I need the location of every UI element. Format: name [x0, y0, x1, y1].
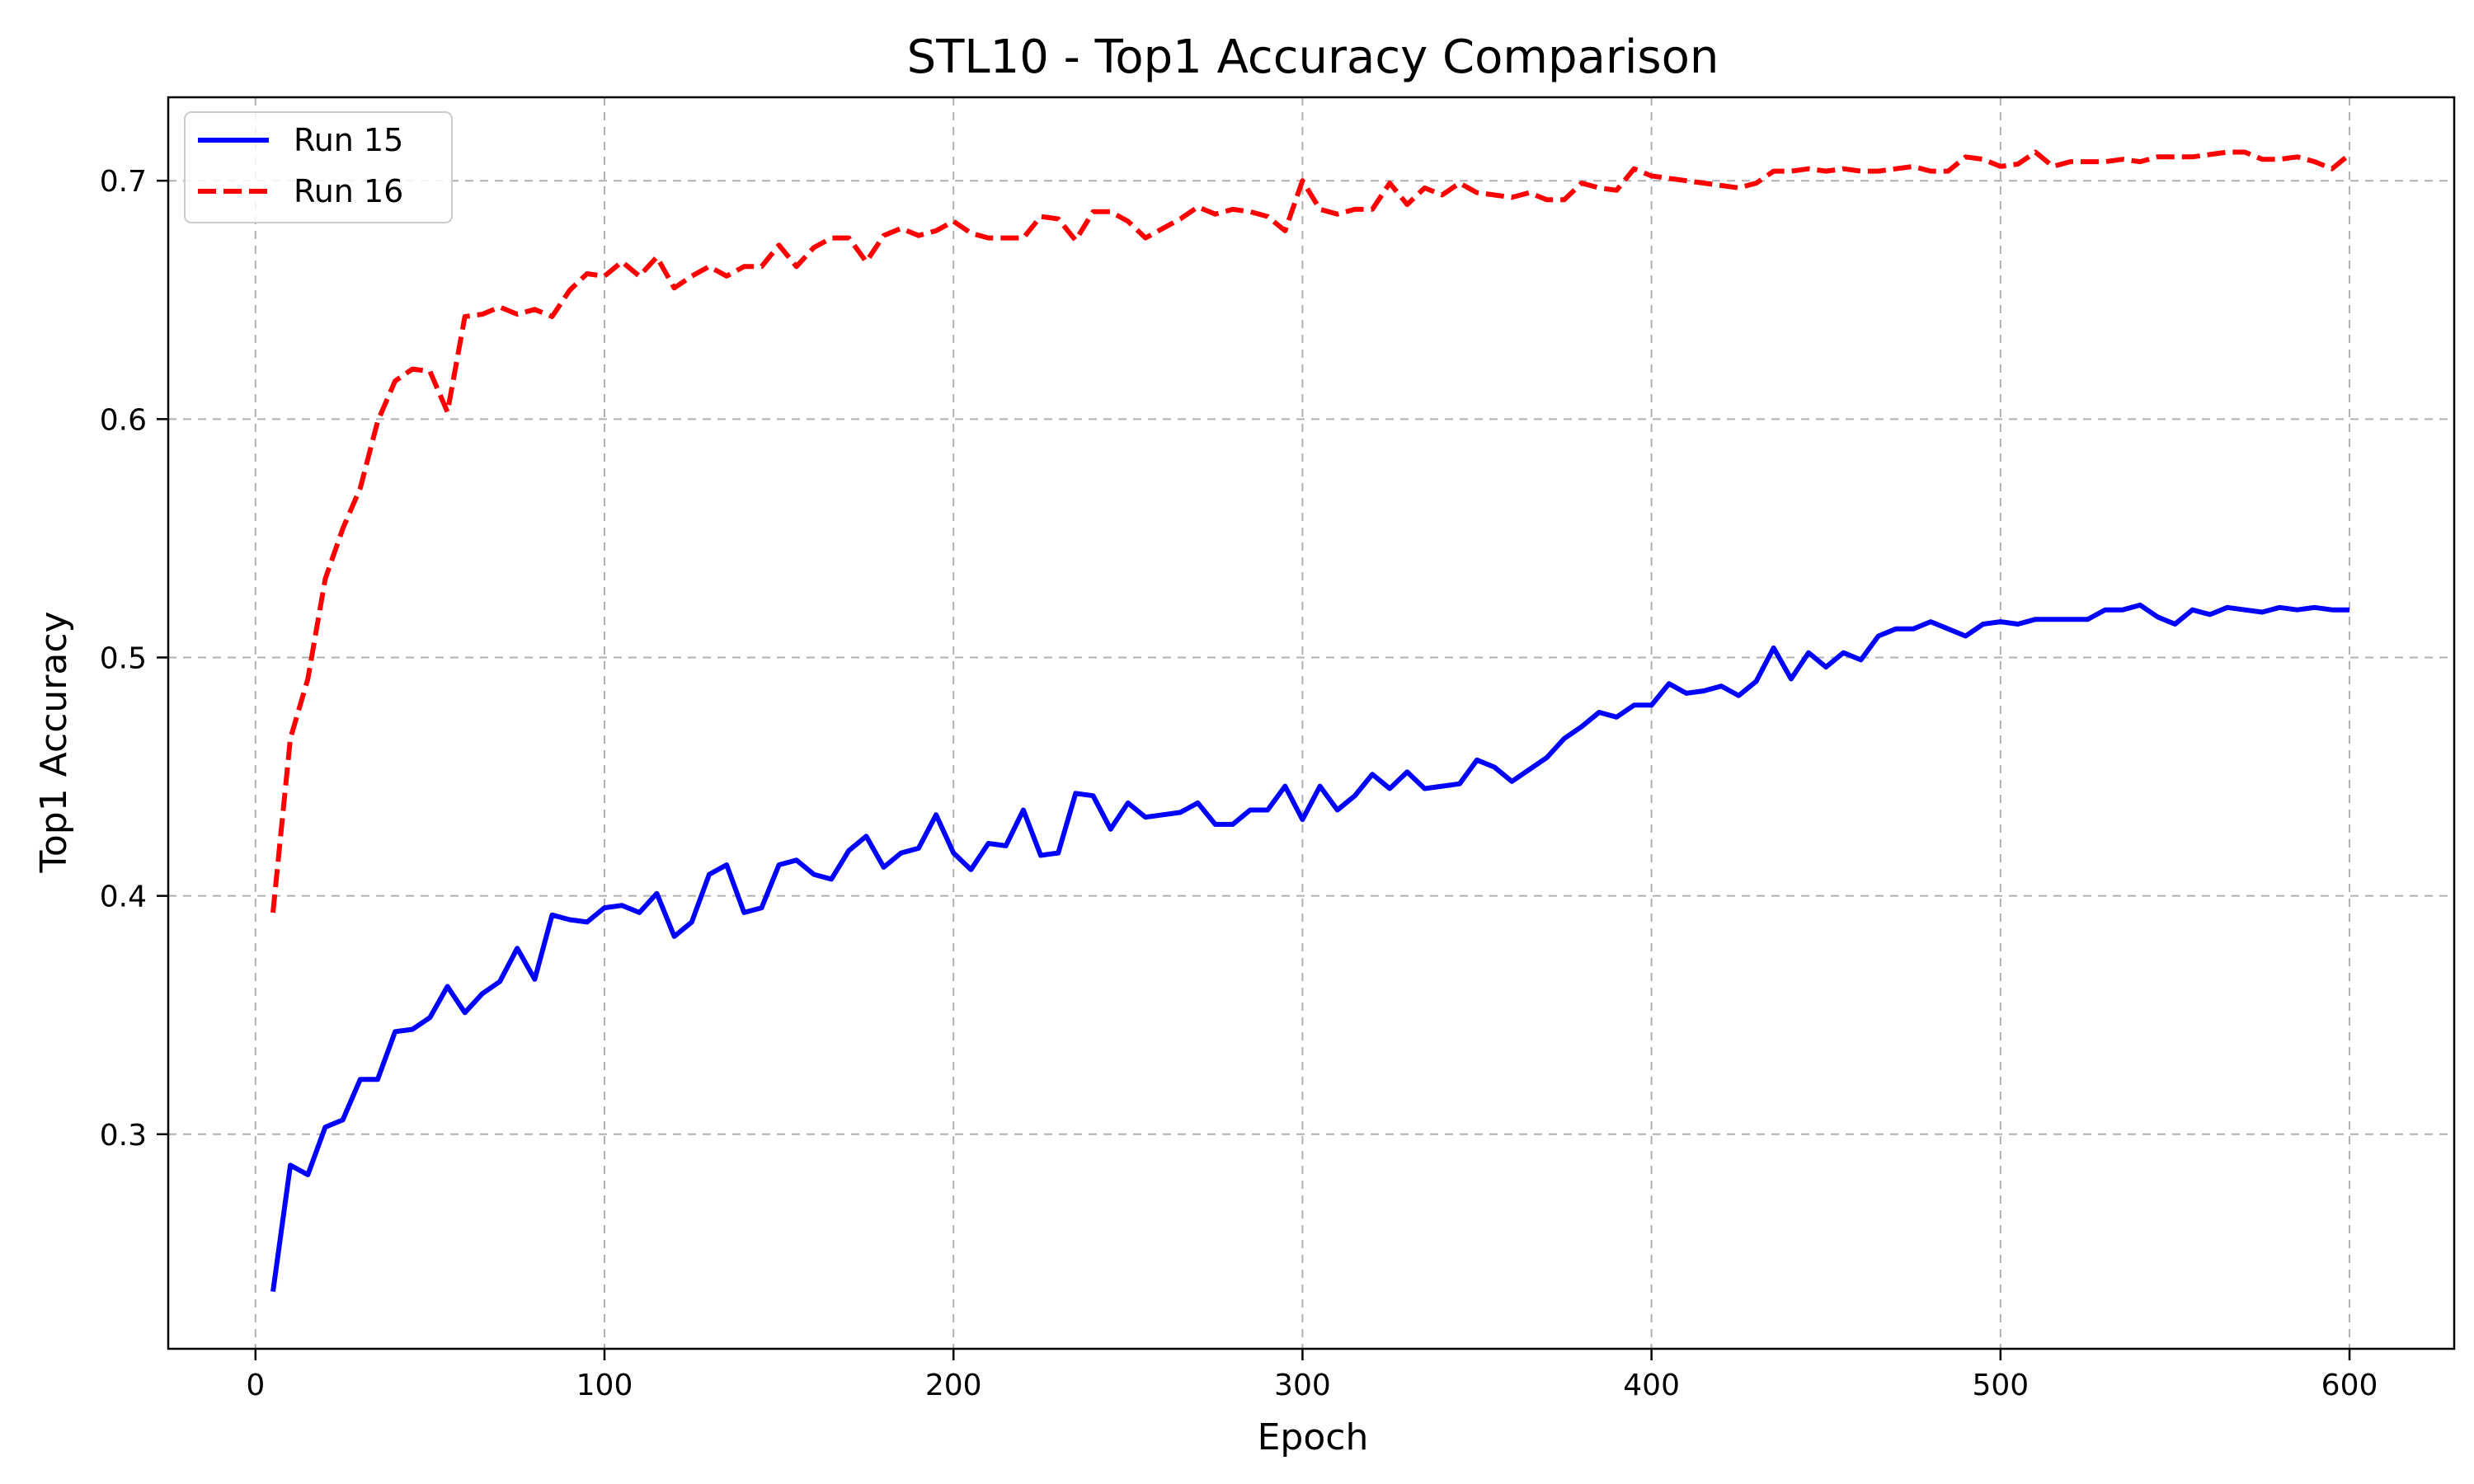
x-tick-label: 0	[246, 1369, 265, 1402]
legend-label: Run 16	[294, 173, 403, 209]
grid	[168, 97, 2454, 1349]
y-tick-label: 0.3	[100, 1119, 147, 1153]
y-tick-label: 0.6	[100, 403, 147, 437]
series-line-2	[270, 149, 2351, 913]
x-tick-label: 400	[1623, 1369, 1680, 1402]
x-tick-label: 300	[1274, 1369, 1331, 1402]
plot-frame	[167, 96, 2456, 1350]
series-lines	[270, 149, 2351, 1293]
x-tick-label: 100	[576, 1369, 633, 1402]
x-tick-label: 200	[925, 1369, 982, 1402]
y-tick-label: 0.5	[100, 641, 147, 675]
y-tick-label: 0.4	[100, 881, 147, 914]
y-tick-label: 0.7	[100, 165, 147, 199]
x-tick-label: 600	[2321, 1369, 2378, 1402]
x-axis-label: Epoch	[1258, 1416, 1369, 1458]
y-axis-label: Top1 Accuracy	[33, 611, 75, 873]
x-tick-label: 500	[1972, 1369, 2029, 1402]
legend-label: Run 15	[294, 122, 403, 158]
axis-ticks: 0 100 200 300 400 500 600 0.3 0.4 0.5 0.6 0.7	[100, 165, 2378, 1402]
chart-title: STL10 - Top1 Accuracy Comparison	[907, 31, 1719, 84]
series-line-1	[270, 602, 2349, 1293]
legend: Run 15 Run 16	[184, 111, 453, 223]
